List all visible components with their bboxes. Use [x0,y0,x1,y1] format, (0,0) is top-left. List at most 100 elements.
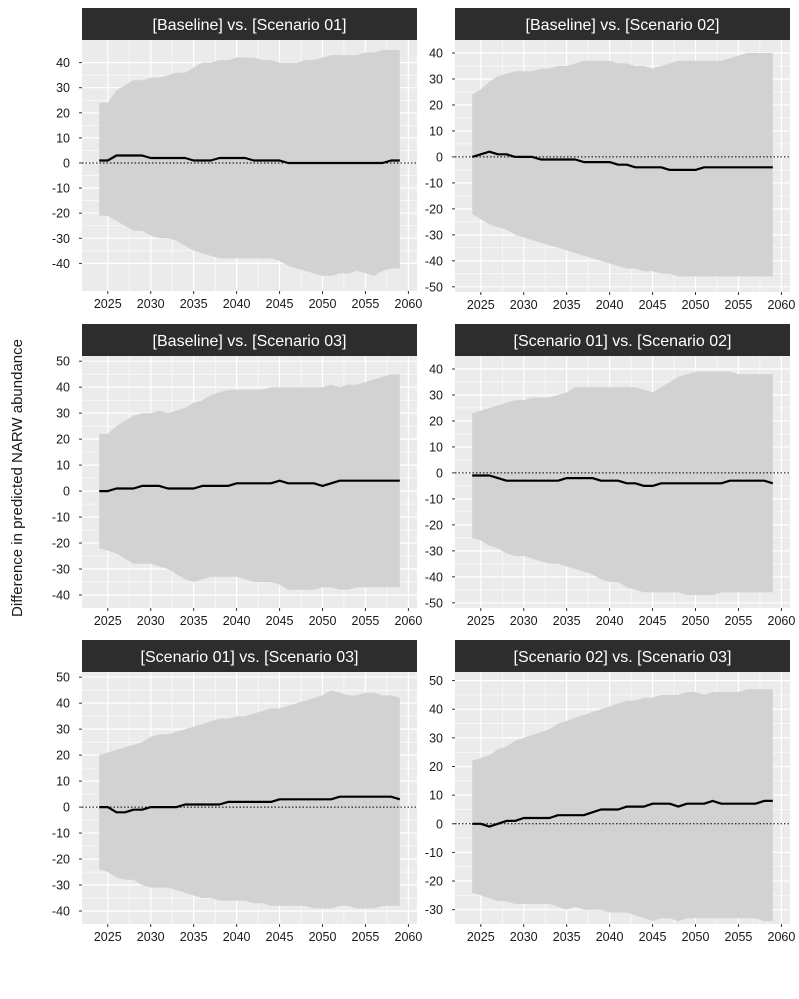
chart-panel-6: [Scenario 02] vs. [Scenario 03] -30 -20 -10… [425,640,795,944]
panel-title: [Baseline] vs. [Scenario 03] [153,333,347,350]
y-tick-label: 30 [56,81,70,95]
y-tick-label: 40 [429,703,443,717]
x-tick-label: 2055 [725,614,753,628]
x-tick-label: 2035 [180,930,208,944]
chart-panel-1: [Baseline] vs. [Scenario 01] -40 -30 -20 -10… [52,8,422,311]
x-tick-label: 2060 [395,930,423,944]
y-tick-label: -20 [52,207,70,221]
x-tick-label: 2060 [768,298,796,312]
x-tick-label: 2045 [266,930,294,944]
mean-difference-line [471,150,773,171]
x-tick-label: 2040 [596,614,624,628]
y-tick-label: 0 [436,817,443,831]
x-tick-label: 2060 [395,614,423,628]
x-tick-label: 2060 [768,930,796,944]
y-tick-label: 0 [63,801,70,815]
confidence-ribbon [472,371,773,595]
x-tick-label: 2040 [596,930,624,944]
y-tick-label: 20 [56,433,70,447]
y-tick-label: 50 [56,355,70,369]
x-tick-label: 2055 [725,298,753,312]
y-tick-label: -40 [52,905,70,919]
y-tick-label: -10 [52,511,70,525]
x-tick-label: 2030 [137,930,165,944]
x-tick-label: 2040 [223,930,251,944]
chart-panel-2: [Baseline] vs. [Scenario 02] -50 -40 -30 -20… [425,8,795,312]
x-tick-label: 2030 [510,298,538,312]
panel-strip [455,640,790,672]
x-tick-label: 2040 [223,614,251,628]
y-tick-label: -20 [425,875,443,889]
y-tick-label: -40 [52,589,70,603]
y-tick-label: -10 [425,176,443,190]
x-tick-label: 2040 [596,298,624,312]
panel-title: [Scenario 01] vs. [Scenario 03] [141,649,359,666]
x-tick-label: 2055 [352,297,380,311]
y-tick-label: 30 [56,407,70,421]
panel-title: [Baseline] vs. [Scenario 02] [526,17,720,34]
mean-difference-line [99,795,401,814]
confidence-ribbon [99,50,400,276]
panel-strip [82,324,417,356]
x-tick-label: 2055 [725,930,753,944]
y-tick-label: 0 [436,466,443,480]
y-tick-label: -30 [425,228,443,242]
y-tick-label: 20 [56,749,70,763]
x-tick-label: 2055 [352,930,380,944]
mean-difference-line [99,479,400,493]
y-tick-label: -30 [425,544,443,558]
x-tick-label: 2045 [639,930,667,944]
y-tick-label: 0 [63,156,70,170]
x-tick-label: 2045 [639,614,667,628]
mean-difference-line [472,799,773,828]
y-tick-label: -30 [425,903,443,917]
y-tick-label: 0 [63,485,70,499]
x-tick-label: 2055 [352,614,380,628]
confidence-ribbon [99,374,400,590]
y-tick-label: -20 [425,202,443,216]
y-tick-label: -10 [425,846,443,860]
y-tick-label: 30 [429,731,443,745]
y-tick-label: -40 [425,254,443,268]
panels-container: [Baseline] vs. [Scenario 01] -40 -30 -20 -10… [52,8,795,944]
x-tick-label: 2050 [309,614,337,628]
confidence-ribbon [99,690,400,909]
x-tick-label: 2025 [467,614,495,628]
y-tick-label: -30 [52,879,70,893]
x-tick-label: 2035 [553,930,581,944]
y-tick-label: 40 [56,697,70,711]
y-tick-label: -10 [52,827,70,841]
y-tick-label: 10 [56,775,70,789]
y-tick-label: 20 [56,106,70,120]
x-tick-label: 2025 [94,930,122,944]
y-tick-label: -50 [425,596,443,610]
y-tick-label: 10 [56,131,70,145]
y-tick-label: -40 [425,570,443,584]
mean-difference-line [99,154,400,165]
x-tick-label: 2025 [467,930,495,944]
panel-title: [Baseline] vs. [Scenario 01] [153,17,347,34]
y-tick-label: 50 [429,674,443,688]
y-tick-label: 40 [429,46,443,60]
x-tick-label: 2035 [553,614,581,628]
x-tick-label: 2025 [94,614,122,628]
x-tick-label: 2045 [639,298,667,312]
chart-panel-3: [Baseline] vs. [Scenario 03] -40 -30 -20 -10… [52,324,422,628]
y-tick-label: -20 [52,853,70,867]
x-tick-label: 2035 [180,297,208,311]
x-tick-label: 2035 [180,614,208,628]
y-tick-label: -30 [52,563,70,577]
chart-panel-5: [Scenario 01] vs. [Scenario 03] -40 -30 -20… [52,640,422,944]
y-tick-label: 10 [56,459,70,473]
x-tick-label: 2025 [467,298,495,312]
chart-panel-4: [Scenario 01] vs. [Scenario 02] -50 -40 -30… [425,324,795,628]
y-tick-label: 10 [429,789,443,803]
y-tick-label: 20 [429,760,443,774]
x-tick-label: 2050 [682,614,710,628]
x-tick-label: 2050 [682,930,710,944]
x-tick-label: 2030 [137,297,165,311]
y-tick-label: -10 [425,492,443,506]
y-axis-label: Difference in predicted NARW abundance [9,339,26,617]
y-tick-label: 30 [56,723,70,737]
